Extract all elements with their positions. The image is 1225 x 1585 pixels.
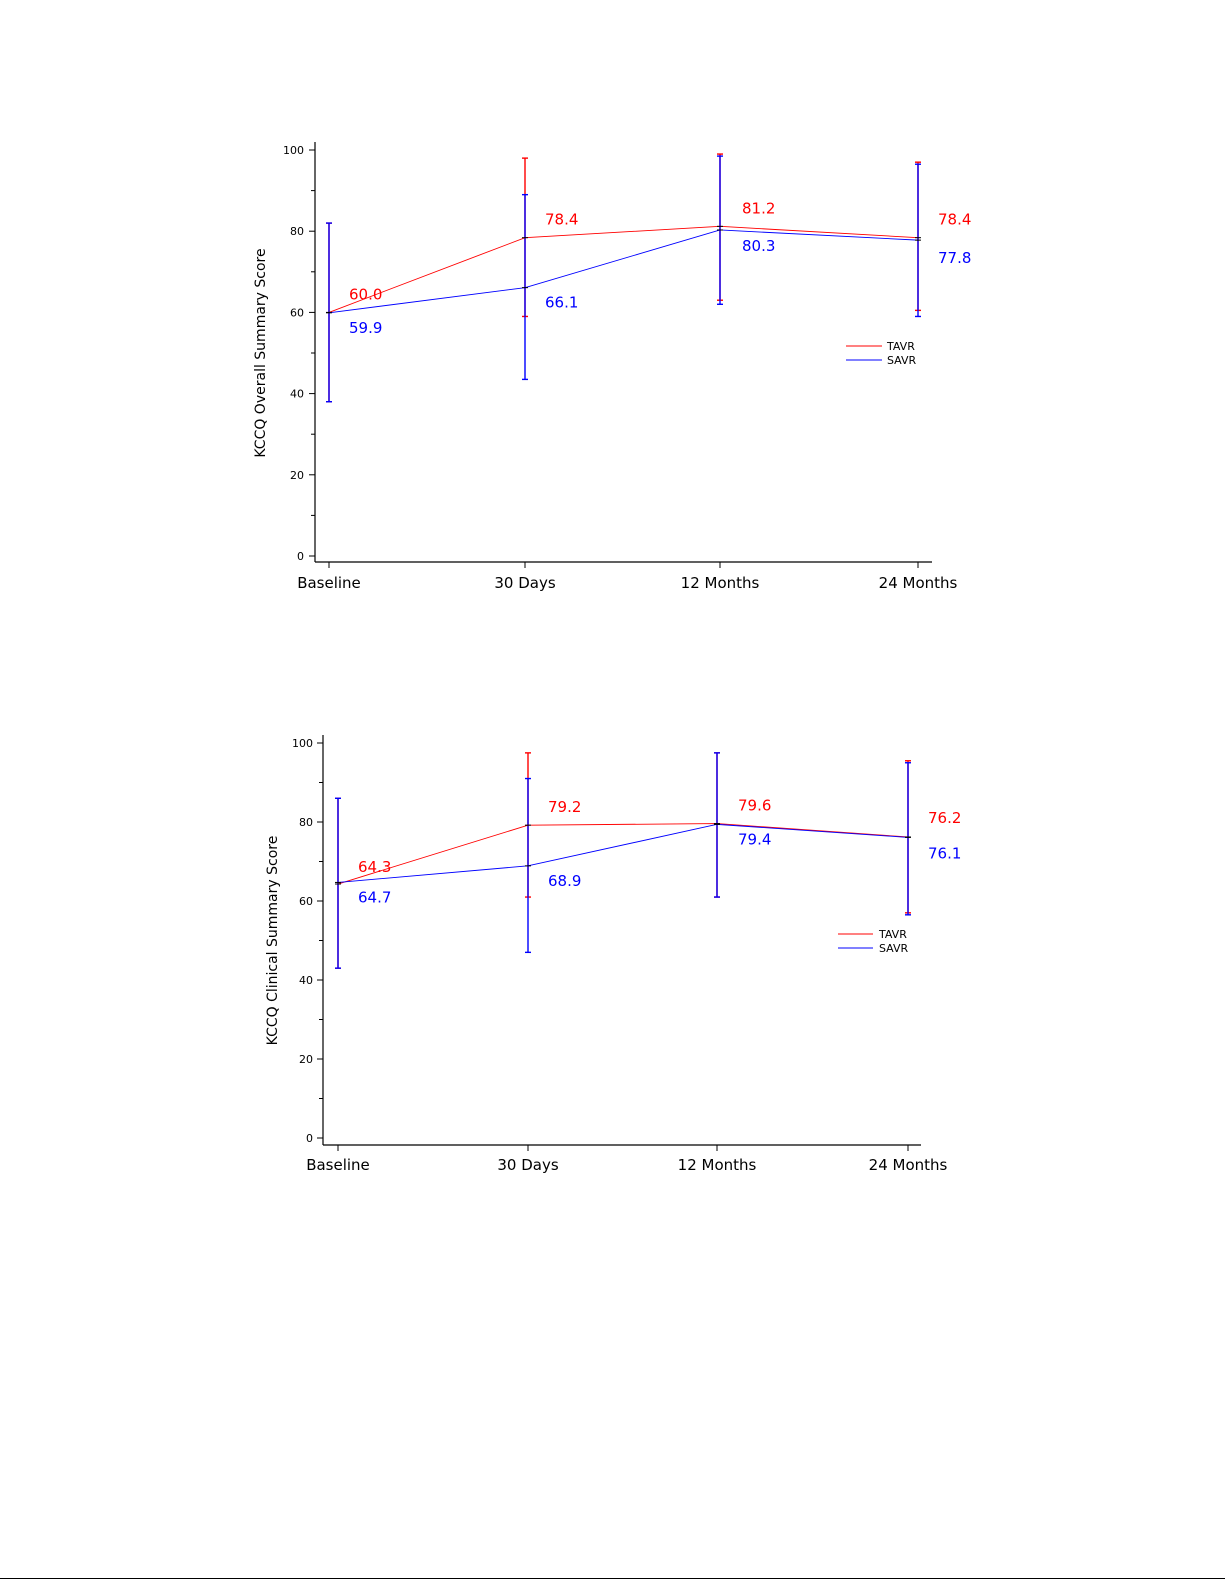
x-tick-label: 24 Months [869, 1156, 948, 1174]
tavr-data-label: 76.2 [928, 809, 961, 827]
tavr-series-line [328, 225, 919, 313]
tavr-data-label: 79.6 [738, 797, 771, 815]
tavr-data-label: 78.4 [938, 211, 971, 229]
x-tick-label: 12 Months [681, 574, 760, 592]
y-tick-label: 20 [290, 469, 304, 482]
tavr-data-label: 78.4 [545, 211, 578, 229]
kccq-clinical-chart-svg: 0 20 40 60 80 100 KCCQ Clinical Summary Score B… [265, 735, 961, 1174]
savr-data-label: 79.4 [738, 830, 771, 848]
x-tick-label: 30 Days [497, 1156, 558, 1174]
y-tick-label: 100 [292, 737, 313, 750]
y-tick-label: 20 [299, 1053, 313, 1066]
legend-label-tavr: TAVR [886, 340, 915, 353]
y-tick-label: 0 [306, 1132, 313, 1145]
legend-label-savr: SAVR [879, 942, 909, 955]
savr-data-label: 80.3 [742, 237, 775, 255]
savr-data-label: 68.9 [548, 872, 581, 890]
x-tick-label: 30 Days [494, 574, 555, 592]
x-tick-label: Baseline [306, 1156, 370, 1174]
y-tick-label: 40 [290, 388, 304, 401]
savr-data-label: 64.7 [358, 888, 391, 906]
savr-series-line [337, 823, 909, 883]
y-tick-label: 80 [290, 225, 304, 238]
page-bottom-rule [0, 1578, 1225, 1579]
savr-data-label: 66.1 [545, 294, 578, 312]
savr-data-label: 77.8 [938, 249, 971, 267]
tavr-data-label: 60.0 [349, 285, 382, 303]
kccq-overall-chart: 0 20 40 60 80 100 KCCQ Overall Summary Score Ba… [0, 0, 1225, 614]
x-tick-label: Baseline [297, 574, 361, 592]
x-tick-label: 24 Months [879, 574, 958, 592]
kccq-overall-chart-svg: 0 20 40 60 80 100 KCCQ Overall Summary Score Ba… [253, 142, 971, 592]
kccq-clinical-chart: 0 20 40 60 80 100 KCCQ Clinical Summary Score B… [0, 595, 1225, 1219]
savr-data-label: 76.1 [928, 844, 961, 862]
y-tick-label: 40 [299, 974, 313, 987]
y-tick-label: 0 [297, 550, 304, 563]
y-axis-title: KCCQ Clinical Summary Score [265, 836, 281, 1046]
y-tick-label: 80 [299, 816, 313, 829]
y-axis-title: KCCQ Overall Summary Score [253, 248, 269, 457]
legend-label-tavr: TAVR [878, 928, 907, 941]
tavr-series-line [337, 823, 909, 885]
savr-data-label: 59.9 [349, 319, 382, 337]
y-tick-label: 60 [290, 306, 304, 319]
tavr-data-label: 81.2 [742, 199, 775, 217]
tavr-data-label: 64.3 [358, 858, 391, 876]
savr-series-line [328, 229, 919, 314]
y-tick-label: 60 [299, 895, 313, 908]
y-tick-label: 100 [283, 144, 304, 157]
x-tick-label: 12 Months [678, 1156, 757, 1174]
tavr-data-label: 79.2 [548, 798, 581, 816]
legend-label-savr: SAVR [887, 354, 917, 367]
